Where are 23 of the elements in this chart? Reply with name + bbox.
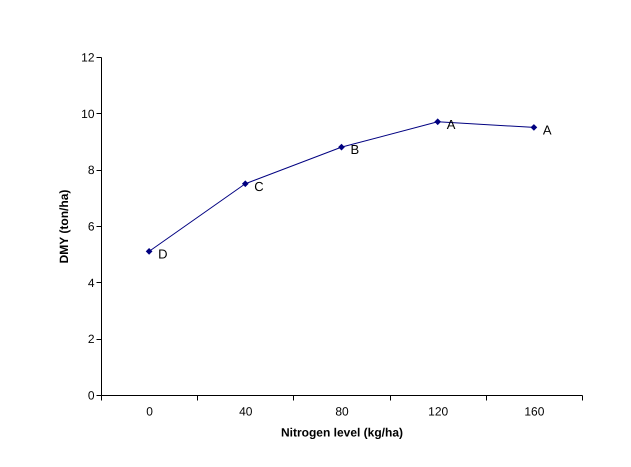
x-tick-label: 160 [524,404,545,418]
y-tick-label: 12 [81,50,95,64]
y-tick-label: 6 [88,220,95,234]
annotation: C [254,178,264,194]
annotation: A [542,122,552,138]
x-tick-label: 80 [335,404,349,418]
annotation: B [350,142,360,158]
y-tick-label: 4 [88,276,95,290]
y-axis-title: DMY (ton/ha) [57,190,72,264]
x-tick-label: 120 [428,404,449,418]
y-tick-label: 10 [81,106,95,121]
y-tick-label: 8 [88,163,95,178]
y-tick-label: 2 [88,332,95,346]
point [242,180,249,188]
y-tick-label: 0 [88,388,95,402]
point [146,248,152,255]
x-tick-label: 0 [146,404,154,418]
x-tick-label: 40 [239,404,253,418]
point [338,144,345,150]
annotation: D [158,246,168,262]
x-axis-title: Nitrogen level (kg/ha) [280,426,404,440]
point [434,118,442,126]
point [530,124,538,131]
